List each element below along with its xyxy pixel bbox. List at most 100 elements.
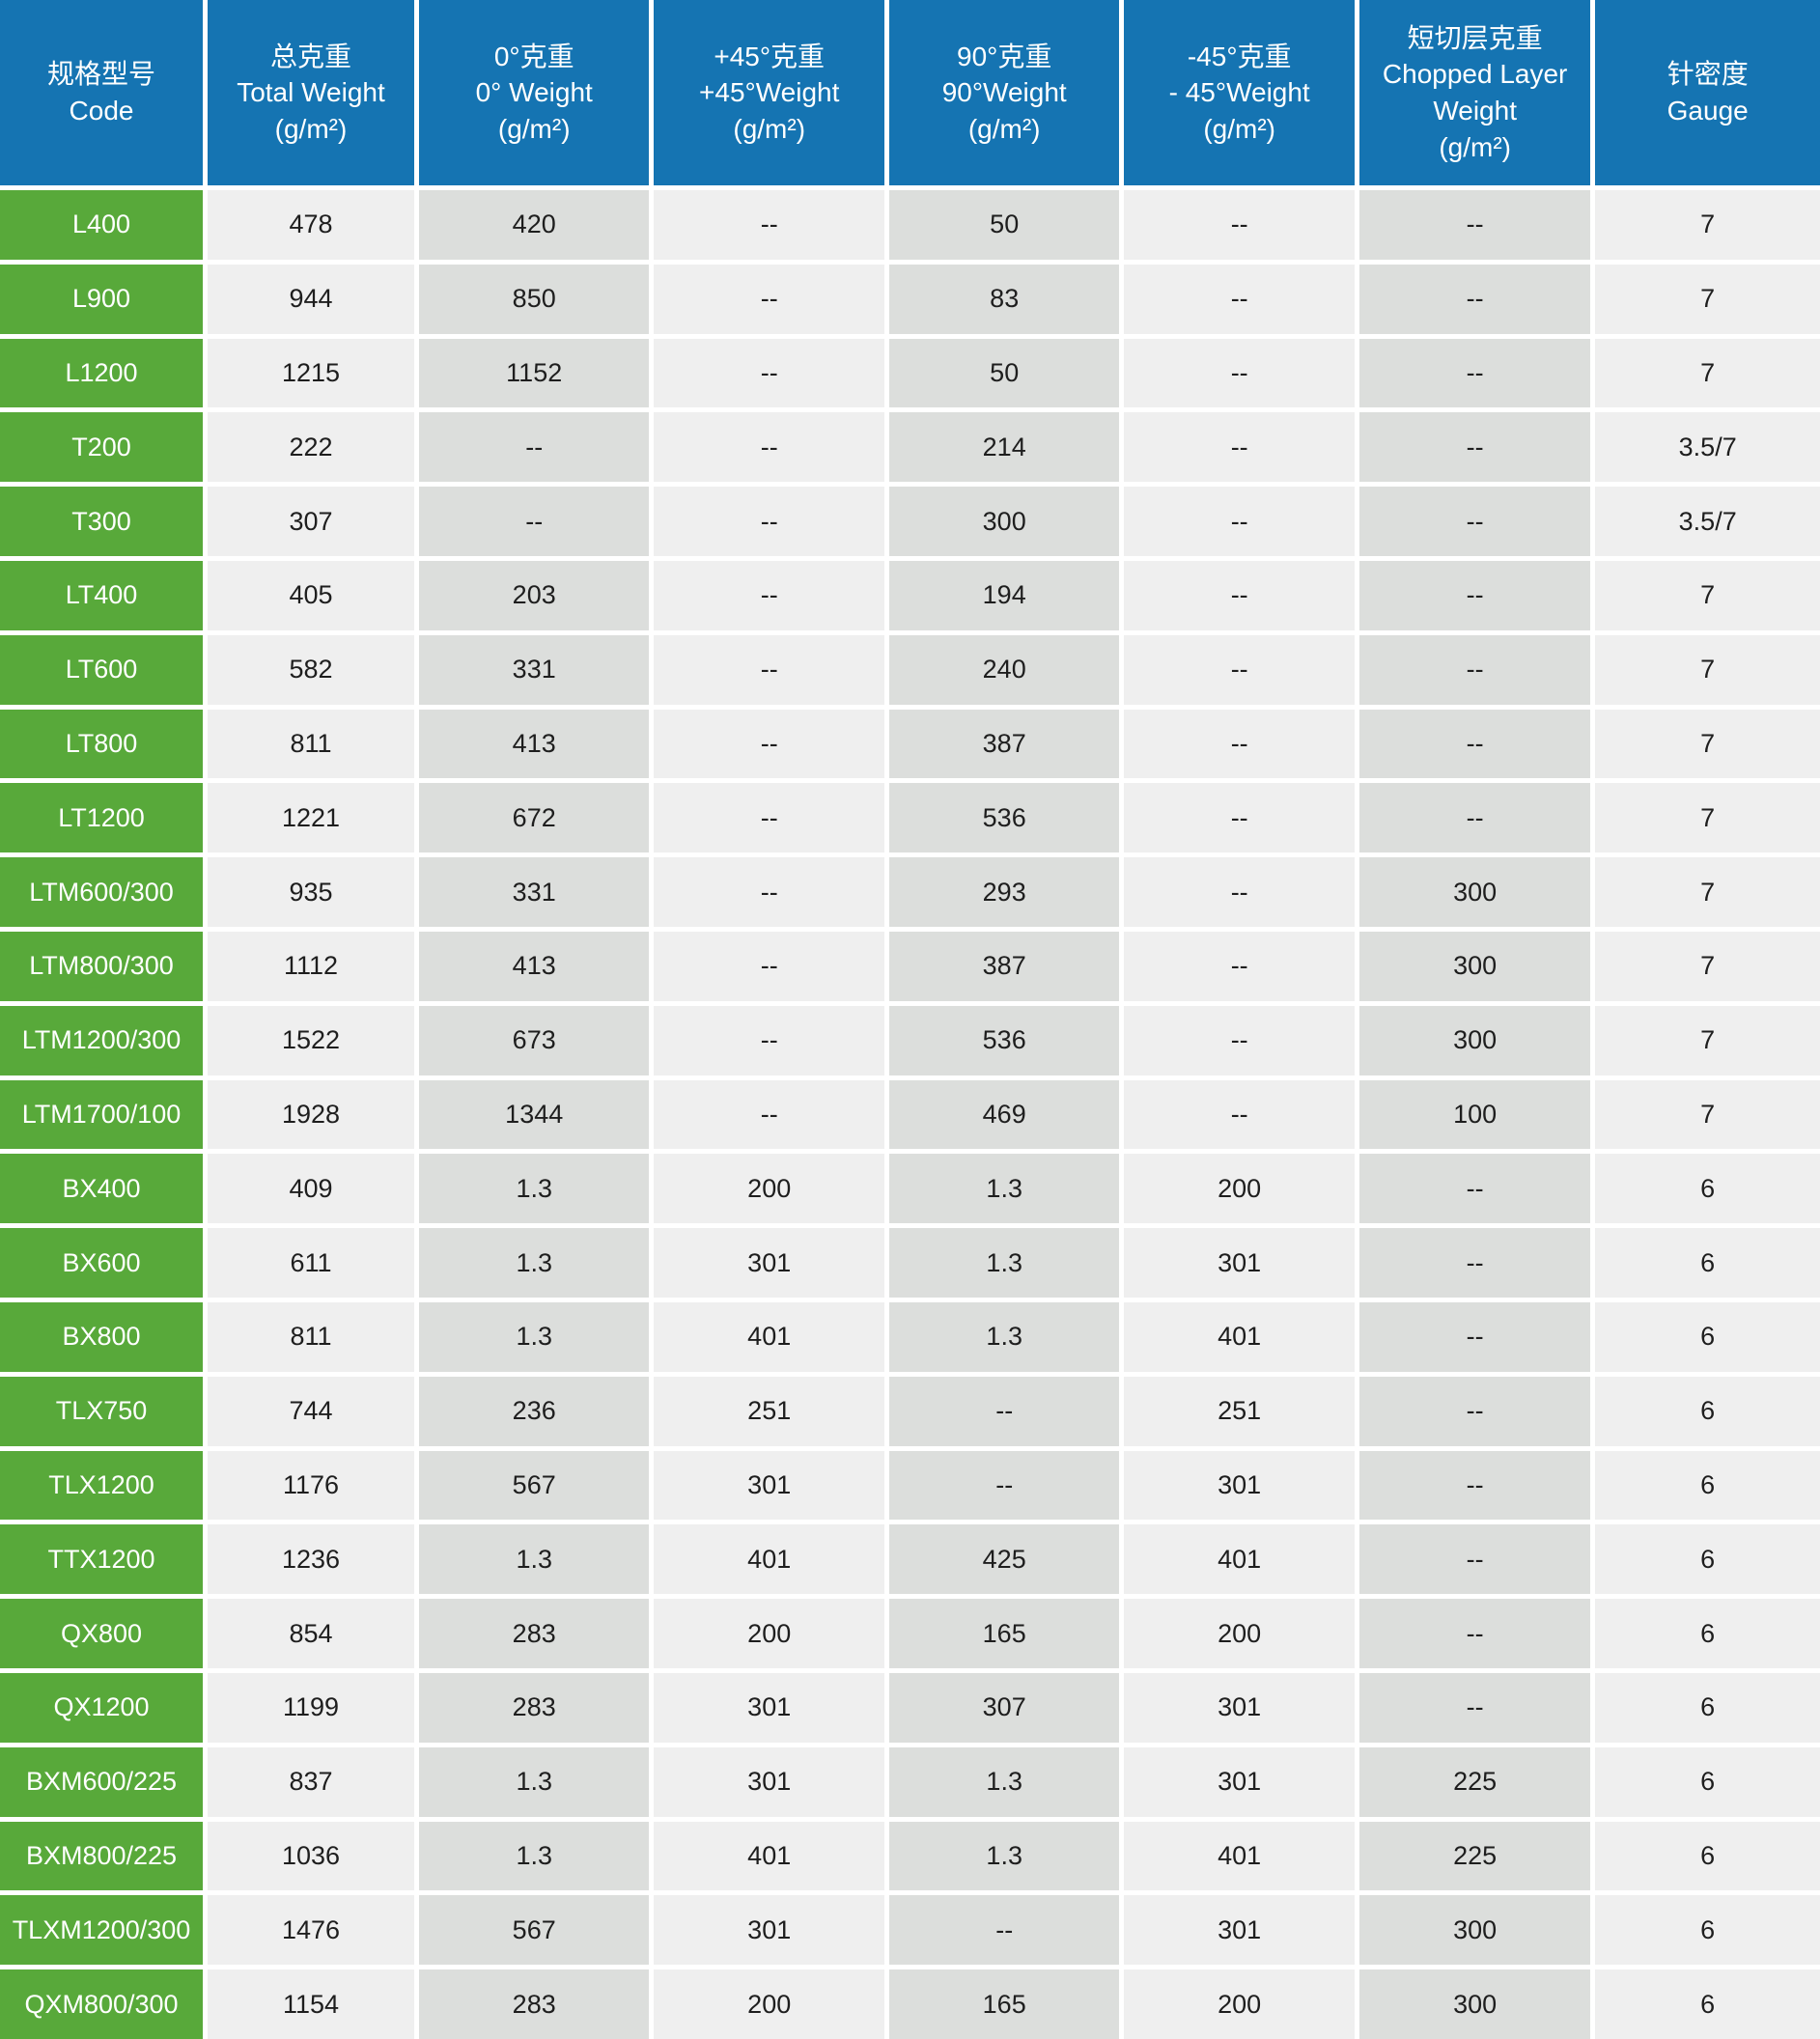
table-cell: 425 [888, 1524, 1120, 1595]
table-cell: -- [1124, 1005, 1355, 1075]
table-cell: 283 [418, 1599, 650, 1668]
table-cell: -- [1124, 561, 1355, 630]
table-cell: -- [654, 561, 884, 630]
table-cell: 387 [888, 709, 1120, 779]
table-cell: 6 [1595, 1673, 1820, 1743]
row-code-cell: QX800 [0, 1599, 204, 1668]
table-cell: 1.3 [418, 1154, 650, 1224]
table-cell: 301 [654, 1228, 884, 1298]
table-cell: 7 [1595, 783, 1820, 853]
table-cell: 811 [208, 1302, 414, 1372]
table-cell: 672 [418, 783, 650, 853]
header-zh: 0°克重 [493, 41, 574, 71]
table-cell: -- [418, 487, 650, 556]
table-cell: 1036 [208, 1821, 414, 1891]
row-code-cell: BX400 [0, 1154, 204, 1224]
table-cell: 6 [1595, 1969, 1820, 2039]
row-code-cell: LT400 [0, 561, 204, 630]
table-cell: 1.3 [888, 1154, 1120, 1224]
row-code-cell: TLXM1200/300 [0, 1895, 204, 1966]
table-cell: 200 [654, 1154, 884, 1224]
table-cell: 1476 [208, 1895, 414, 1966]
table-cell: 301 [654, 1673, 884, 1743]
table-cell: 1.3 [888, 1746, 1120, 1817]
table-cell: 6 [1595, 1302, 1820, 1372]
header-zh: +45°克重 [714, 41, 826, 71]
header-zh: 总克重 [269, 41, 351, 71]
table-cell: 401 [654, 1524, 884, 1595]
row-code-cell: BX800 [0, 1302, 204, 1372]
table-cell: 401 [1124, 1524, 1355, 1595]
table-cell: -- [654, 338, 884, 408]
table-cell: 850 [418, 264, 650, 334]
row-code-cell: QX1200 [0, 1673, 204, 1743]
table-cell: -- [1358, 412, 1591, 483]
row-code-cell: BX600 [0, 1228, 204, 1298]
table-cell: 420 [418, 190, 650, 260]
table-cell: 331 [418, 634, 650, 705]
row-code-cell: T200 [0, 412, 204, 483]
table-cell: 1154 [208, 1969, 414, 2039]
col-header-total-weight: 总克重 Total Weight (g/m²) [208, 0, 414, 185]
table-cell: -- [1124, 487, 1355, 556]
table-cell: 837 [208, 1746, 414, 1817]
row-code-cell: TLX1200 [0, 1450, 204, 1521]
table-cell: -- [1124, 190, 1355, 260]
table-cell: 7 [1595, 1079, 1820, 1150]
header-en: Code [69, 96, 134, 126]
table-cell: 251 [654, 1376, 884, 1446]
row-code-cell: T300 [0, 487, 204, 556]
row-code-cell: LTM800/300 [0, 932, 204, 1001]
table-cell: -- [1358, 487, 1591, 556]
row-code-cell: L900 [0, 264, 204, 334]
table-cell: 7 [1595, 932, 1820, 1001]
table-cell: 401 [654, 1302, 884, 1372]
row-code-cell: LT1200 [0, 783, 204, 853]
table-cell: 301 [1124, 1746, 1355, 1817]
table-cell: 331 [418, 857, 650, 927]
table-cell: 469 [888, 1079, 1120, 1150]
table-cell: -- [654, 1079, 884, 1150]
table-cell: 1176 [208, 1450, 414, 1521]
table-cell: 387 [888, 932, 1120, 1001]
table-cell: 7 [1595, 1005, 1820, 1075]
header-en: 0° Weight [475, 77, 593, 108]
table-cell: -- [654, 634, 884, 705]
table-cell: -- [1124, 857, 1355, 927]
table-cell: 401 [1124, 1302, 1355, 1372]
col-header-gauge: 针密度 Gauge [1595, 0, 1820, 185]
table-cell: -- [1358, 264, 1591, 334]
table-cell: 3.5/7 [1595, 412, 1820, 483]
table-cell: 1928 [208, 1079, 414, 1150]
table-cell: 100 [1358, 1079, 1591, 1150]
table-cell: 6 [1595, 1524, 1820, 1595]
table-cell: 300 [888, 487, 1120, 556]
row-code-cell: LTM1700/100 [0, 1079, 204, 1150]
table-cell: 811 [208, 709, 414, 779]
table-cell: -- [654, 487, 884, 556]
table-cell: -- [1358, 634, 1591, 705]
table-cell: 301 [1124, 1450, 1355, 1521]
table-cell: 200 [654, 1599, 884, 1668]
table-cell: 567 [418, 1895, 650, 1966]
table-cell: 7 [1595, 561, 1820, 630]
table-cell: 307 [888, 1673, 1120, 1743]
table-cell: 1.3 [888, 1228, 1120, 1298]
table-cell: 283 [418, 1673, 650, 1743]
table-cell: 611 [208, 1228, 414, 1298]
table-cell: 1.3 [418, 1302, 650, 1372]
table-cell: 50 [888, 190, 1120, 260]
table-cell: -- [888, 1895, 1120, 1966]
table-cell: 1522 [208, 1005, 414, 1075]
row-code-cell: TLX750 [0, 1376, 204, 1446]
table-cell: 301 [654, 1746, 884, 1817]
table-cell: -- [888, 1376, 1120, 1446]
table-cell: -- [888, 1450, 1120, 1521]
table-cell: 225 [1358, 1821, 1591, 1891]
table-cell: -- [1358, 338, 1591, 408]
table-cell: 222 [208, 412, 414, 483]
table-cell: -- [1358, 1228, 1591, 1298]
table-cell: -- [1124, 412, 1355, 483]
table-cell: 203 [418, 561, 650, 630]
table-cell: 50 [888, 338, 1120, 408]
